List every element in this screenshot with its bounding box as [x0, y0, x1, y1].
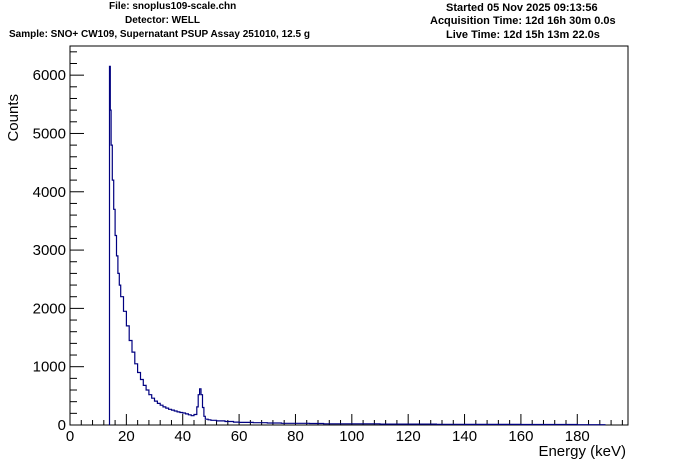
y-tick-label: 3000 [33, 242, 66, 259]
x-tick-label: 100 [339, 428, 364, 445]
file-label: File: snoplus109-scale.chn [109, 1, 237, 12]
x-tick-label: 140 [452, 428, 477, 445]
x-axis-title: Energy (keV) [538, 443, 626, 460]
started-label: Started 05 Nov 2025 09:13:56 [446, 2, 598, 14]
x-tick-label: 20 [118, 428, 135, 445]
y-tick-label: 1000 [33, 359, 66, 376]
y-tick-label: 5000 [33, 125, 66, 142]
y-tick-label: 4000 [33, 184, 66, 201]
x-tick-label: 80 [287, 428, 304, 445]
y-tick-label: 6000 [33, 67, 66, 84]
x-tick-label: 120 [396, 428, 421, 445]
y-tick-label: 0 [58, 417, 66, 434]
acquisition-time-label: Acquisition Time: 12d 16h 30m 0.0s [430, 15, 616, 27]
y-tick-label: 2000 [33, 300, 66, 317]
x-tick-label: 60 [231, 428, 248, 445]
detector-label: Detector: WELL [125, 15, 200, 26]
x-tick-label: 160 [508, 428, 533, 445]
x-tick-label: 0 [66, 428, 74, 445]
live-time-label: Live Time: 12d 15h 13m 22.0s [446, 29, 600, 41]
x-tick-label: 40 [174, 428, 191, 445]
y-axis-title: Counts [5, 94, 22, 142]
sample-label: Sample: SNO+ CW109, Supernatant PSUP Ass… [9, 29, 310, 40]
plot-frame [69, 45, 629, 426]
x-tick-label: 180 [565, 428, 590, 445]
spectrum-line [108, 65, 606, 426]
